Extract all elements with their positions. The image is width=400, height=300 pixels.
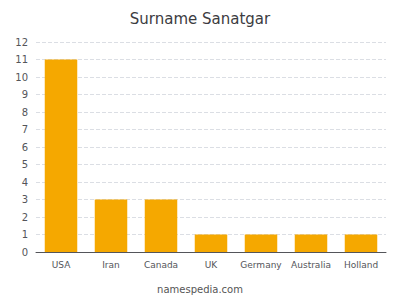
svg-text:9: 9	[22, 89, 28, 100]
svg-text:6: 6	[22, 142, 28, 153]
svg-text:1: 1	[22, 229, 28, 240]
svg-text:3: 3	[22, 194, 28, 205]
svg-text:5: 5	[22, 159, 28, 170]
svg-text:0: 0	[22, 247, 28, 258]
svg-text:Australia: Australia	[291, 260, 331, 270]
svg-text:namespedia.com: namespedia.com	[157, 284, 243, 295]
svg-text:Germany: Germany	[240, 260, 282, 270]
svg-text:4: 4	[22, 177, 28, 188]
svg-text:2: 2	[22, 212, 28, 223]
svg-text:8: 8	[22, 107, 28, 118]
svg-text:Canada: Canada	[144, 260, 178, 270]
svg-text:Surname Sanatgar: Surname Sanatgar	[130, 10, 271, 28]
svg-text:12: 12	[15, 37, 28, 48]
svg-text:10: 10	[15, 72, 28, 83]
svg-text:Holland: Holland	[344, 260, 378, 270]
svg-text:11: 11	[15, 54, 28, 65]
svg-text:USA: USA	[52, 260, 71, 270]
svg-text:7: 7	[22, 124, 28, 135]
svg-text:Iran: Iran	[102, 260, 120, 270]
svg-text:UK: UK	[205, 260, 219, 270]
